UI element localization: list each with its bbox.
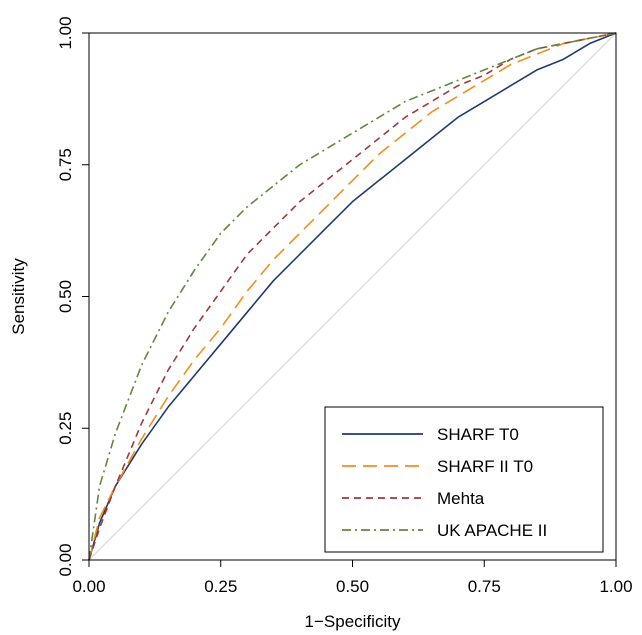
plot-area (88, 32, 617, 561)
y-tick-label: 0.25 (56, 412, 75, 445)
axes: 0.00 0.25 0.50 0.75 1.00 0.00 0.25 0.50 0.75 1.00 (56, 16, 633, 596)
x-axis-title: 1−Specificity (305, 612, 401, 631)
y-axis-title: Sensitivity (9, 258, 28, 335)
series-line-1 (88, 32, 617, 561)
legend-label-1: SHARF II T0 (437, 457, 533, 476)
series-line-2 (88, 32, 617, 561)
reference-diagonal-line (88, 32, 617, 561)
legend-box (324, 406, 604, 553)
x-tick-label: 0.75 (468, 577, 501, 596)
x-tick-label: 0.50 (336, 577, 369, 596)
y-tick-label: 1.00 (56, 16, 75, 49)
x-tick-label: 0.25 (204, 577, 237, 596)
y-tick-label: 0.50 (56, 280, 75, 313)
y-tick-label: 0.75 (56, 148, 75, 181)
y-tick-label: 0.00 (56, 543, 75, 576)
legend-label-0: SHARF T0 (437, 425, 519, 444)
x-tick-label: 0.00 (72, 577, 105, 596)
series-line-3 (88, 32, 617, 561)
series-line-0 (88, 32, 617, 561)
legend-label-3: UK APACHE II (437, 521, 547, 540)
x-tick-label: 1.00 (599, 577, 632, 596)
legend: SHARF T0 SHARF II T0 Mehta UK APACHE II (324, 406, 604, 553)
legend-label-2: Mehta (437, 489, 485, 508)
